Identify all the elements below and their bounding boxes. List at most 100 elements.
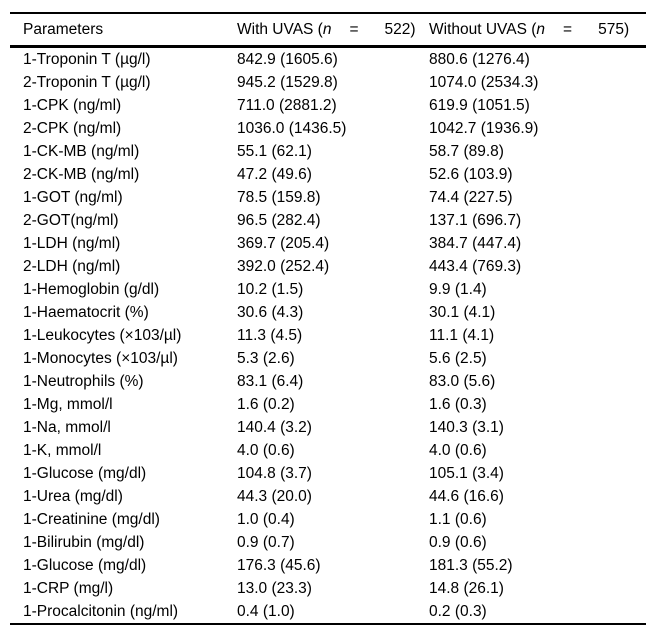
without-uvas-cell: 14.8 (26.1) bbox=[429, 579, 504, 597]
with-uvas-cell: 842.9 (1605.6) bbox=[237, 50, 338, 68]
parameter-cell: 2-CK-MB (ng/ml) bbox=[23, 165, 140, 183]
column-header-without-uvas: Without UVAS (n = 575) bbox=[416, 13, 646, 48]
table-row: 1-Troponin T (µg/l) 842.9 (1605.6) 880.6 (… bbox=[10, 47, 646, 72]
table-row: 1-K, mmol/l 4.0 (0.6) 4.0 (0.6) bbox=[10, 439, 646, 462]
parameter-cell: 1-Haematocrit (%) bbox=[23, 303, 149, 321]
without-uvas-cell: 140.3 (3.1) bbox=[429, 418, 504, 436]
without-uvas-cell: 619.9 (1051.5) bbox=[429, 96, 530, 114]
with-uvas-cell: 1036.0 (1436.5) bbox=[237, 119, 347, 137]
with-uvas-cell: 55.1 (62.1) bbox=[237, 142, 312, 160]
with-uvas-cell: 945.2 (1529.8) bbox=[237, 73, 338, 91]
parameter-cell: 1-CPK (ng/ml) bbox=[23, 96, 122, 114]
parameter-cell: 1-Urea (mg/dl) bbox=[23, 487, 123, 505]
with-uvas-cell: 1.6 (0.2) bbox=[237, 395, 295, 413]
without-uvas-cell: 105.1 (3.4) bbox=[429, 464, 504, 482]
table-body: 1-Troponin T (µg/l) 842.9 (1605.6) 880.6 (… bbox=[10, 47, 646, 625]
parameter-cell: 2-CPK (ng/ml) bbox=[23, 119, 122, 137]
parameter-cell: 1-CRP (mg/l) bbox=[23, 579, 114, 597]
with-uvas-cell: 83.1 (6.4) bbox=[237, 372, 304, 390]
table-row: 1-Urea (mg/dl) 44.3 (20.0) 44.6 (16.6) bbox=[10, 485, 646, 508]
parameter-cell: 1-GOT (ng/ml) bbox=[23, 188, 123, 206]
without-uvas-cell: 83.0 (5.6) bbox=[429, 372, 496, 390]
table-row: 1-Procalcitonin (ng/ml) 0.4 (1.0) 0.2 (0.3… bbox=[10, 600, 646, 624]
with-uvas-cell: 78.5 (159.8) bbox=[237, 188, 321, 206]
table-row: 1-CPK (ng/ml) 711.0 (2881.2) 619.9 (1051.5… bbox=[10, 94, 646, 117]
with-uvas-cell: 5.3 (2.6) bbox=[237, 349, 295, 367]
with-uvas-cell: 369.7 (205.4) bbox=[237, 234, 330, 252]
table-row: 1-CRP (mg/l) 13.0 (23.3) 14.8 (26.1) bbox=[10, 577, 646, 600]
parameter-cell: 2-LDH (ng/ml) bbox=[23, 257, 121, 275]
parameter-cell: 2-Troponin T (µg/l) bbox=[23, 73, 151, 91]
parameter-cell: 1-Troponin T (µg/l) bbox=[23, 50, 151, 68]
parameter-cell: 1-Neutrophils (%) bbox=[23, 372, 144, 390]
with-uvas-cell: 0.9 (0.7) bbox=[237, 533, 295, 551]
without-uvas-cell: 384.7 (447.4) bbox=[429, 234, 522, 252]
table-row: 1-Glucose (mg/dl) 104.8 (3.7) 105.1 (3.4) bbox=[10, 462, 646, 485]
paren-close: ) bbox=[623, 20, 630, 38]
parameter-cell: 1-Glucose (mg/dl) bbox=[23, 464, 147, 482]
table-row: 1-Creatinine (mg/dl) 1.0 (0.4) 1.1 (0.6) bbox=[10, 508, 646, 531]
parameter-cell: 1-Hemoglobin (g/dl) bbox=[23, 280, 160, 298]
table-row: 2-GOT(ng/ml) 96.5 (282.4) 137.1 (696.7) bbox=[10, 209, 646, 232]
parameter-cell: 2-GOT(ng/ml) bbox=[23, 211, 119, 229]
without-uvas-cell: 0.2 (0.3) bbox=[429, 602, 487, 620]
table-row: 2-Troponin T (µg/l) 945.2 (1529.8) 1074.0 … bbox=[10, 71, 646, 94]
without-uvas-cell: 1074.0 (2534.3) bbox=[429, 73, 539, 91]
with-uvas-cell: 96.5 (282.4) bbox=[237, 211, 321, 229]
header-prefix: Without UVAS ( bbox=[429, 20, 537, 38]
with-uvas-cell: 47.2 (49.6) bbox=[237, 165, 312, 183]
without-uvas-cell: 5.6 (2.5) bbox=[429, 349, 487, 367]
table-row: 1-Monocytes (×103/µl) 5.3 (2.6) 5.6 (2.5) bbox=[10, 347, 646, 370]
with-uvas-cell: 4.0 (0.6) bbox=[237, 441, 295, 459]
parameter-cell: 1-Glucose (mg/dl) bbox=[23, 556, 147, 574]
with-uvas-cell: 44.3 (20.0) bbox=[237, 487, 312, 505]
table-row: 2-CPK (ng/ml) 1036.0 (1436.5) 1042.7 (1936… bbox=[10, 117, 646, 140]
with-uvas-cell: 711.0 (2881.2) bbox=[237, 96, 337, 114]
with-uvas-cell: 392.0 (252.4) bbox=[237, 257, 330, 275]
table-row: 1-CK-MB (ng/ml) 55.1 (62.1) 58.7 (89.8) bbox=[10, 140, 646, 163]
equals-sign: = bbox=[349, 20, 359, 38]
table-row: 1-Mg, mmol/l 1.6 (0.2) 1.6 (0.3) bbox=[10, 393, 646, 416]
without-uvas-cell: 52.6 (103.9) bbox=[429, 165, 513, 183]
with-uvas-cell: 30.6 (4.3) bbox=[237, 303, 304, 321]
table-row: 1-Bilirubin (mg/dl) 0.9 (0.7) 0.9 (0.6) bbox=[10, 531, 646, 554]
with-uvas-cell: 140.4 (3.2) bbox=[237, 418, 312, 436]
table-row: 1-Neutrophils (%) 83.1 (6.4) 83.0 (5.6) bbox=[10, 370, 646, 393]
without-uvas-cell: 58.7 (89.8) bbox=[429, 142, 504, 160]
without-uvas-cell: 0.9 (0.6) bbox=[429, 533, 487, 551]
table-row: 1-GOT (ng/ml) 78.5 (159.8) 74.4 (227.5) bbox=[10, 186, 646, 209]
parameter-cell: 1-Bilirubin (mg/dl) bbox=[23, 533, 145, 551]
table-row: 1-Na, mmol/l 140.4 (3.2) 140.3 (3.1) bbox=[10, 416, 646, 439]
without-uvas-cell: 74.4 (227.5) bbox=[429, 188, 513, 206]
with-uvas-cell: 0.4 (1.0) bbox=[237, 602, 295, 620]
n-variable: n bbox=[536, 20, 546, 38]
without-uvas-cell: 11.1 (4.1) bbox=[429, 326, 495, 344]
with-uvas-cell: 11.3 (4.5) bbox=[237, 326, 303, 344]
without-uvas-cell: 181.3 (55.2) bbox=[429, 556, 513, 574]
table-row: 1-Glucose (mg/dl) 176.3 (45.6) 181.3 (55.2… bbox=[10, 554, 646, 577]
without-uvas-cell: 4.0 (0.6) bbox=[429, 441, 487, 459]
parameter-cell: 1-K, mmol/l bbox=[23, 441, 102, 459]
without-uvas-cell: 880.6 (1276.4) bbox=[429, 50, 530, 68]
parameter-cell: 1-Na, mmol/l bbox=[23, 418, 111, 436]
header-row: Parameters With UVAS (n = 522) Without UVA… bbox=[10, 13, 646, 48]
with-uvas-cell: 13.0 (23.3) bbox=[237, 579, 312, 597]
without-uvas-cell: 137.1 (696.7) bbox=[429, 211, 522, 229]
with-uvas-cell: 176.3 (45.6) bbox=[237, 556, 321, 574]
without-uvas-cell: 1.1 (0.6) bbox=[429, 510, 487, 528]
with-uvas-cell: 10.2 (1.5) bbox=[237, 280, 304, 298]
sample-count: 522 bbox=[384, 20, 411, 38]
table-row: 1-Hemoglobin (g/dl) 10.2 (1.5) 9.9 (1.4) bbox=[10, 278, 646, 301]
parameter-cell: 1-Mg, mmol/l bbox=[23, 395, 113, 413]
table-row: 1-Haematocrit (%) 30.6 (4.3) 30.1 (4.1) bbox=[10, 301, 646, 324]
paren-close: ) bbox=[410, 20, 416, 38]
parameter-cell: 1-Leukocytes (×103/µl) bbox=[23, 326, 182, 344]
without-uvas-cell: 44.6 (16.6) bbox=[429, 487, 504, 505]
equals-sign: = bbox=[563, 20, 573, 38]
without-uvas-cell: 1.6 (0.3) bbox=[429, 395, 487, 413]
parameter-cell: 1-Procalcitonin (ng/ml) bbox=[23, 602, 179, 620]
table-row: 1-Leukocytes (×103/µl) 11.3 (4.5) 11.1 (4.… bbox=[10, 324, 646, 347]
table-row: 2-LDH (ng/ml) 392.0 (252.4) 443.4 (769.3) bbox=[10, 255, 646, 278]
table-row: 1-LDH (ng/ml) 369.7 (205.4) 384.7 (447.4) bbox=[10, 232, 646, 255]
